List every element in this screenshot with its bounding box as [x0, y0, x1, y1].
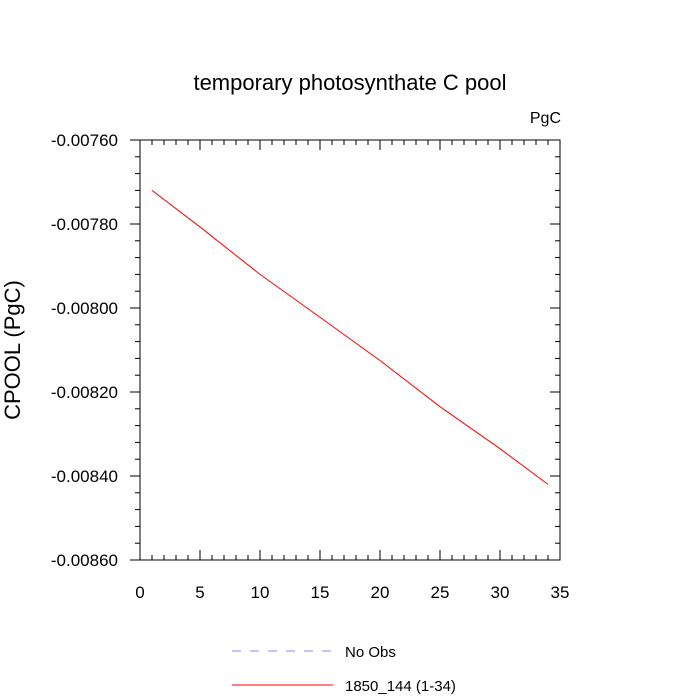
tick-labels: 0 5 10 15 20 25 30 35 -0.00760 -0.00780 -0.00800 -0…	[51, 131, 570, 602]
y-tick-label: -0.00860	[51, 551, 118, 570]
y-tick-label: -0.00760	[51, 131, 118, 150]
units-label: PgC	[530, 110, 561, 127]
x-tick-label: 35	[551, 583, 570, 602]
legend-label: 1850_144 (1-34)	[345, 678, 456, 695]
x-tick-label: 0	[135, 583, 144, 602]
x-tick-label: 25	[431, 583, 450, 602]
x-tick-label: 10	[251, 583, 270, 602]
x-tick-label: 5	[195, 583, 204, 602]
y-tick-label: -0.00780	[51, 215, 118, 234]
series-layer	[151, 190, 549, 485]
y-axis-label: CPOOL (PgC)	[0, 280, 25, 420]
plot-frame	[139, 139, 561, 561]
legend: No Obs 1850_144 (1-34)	[232, 644, 456, 695]
ticks	[130, 139, 561, 561]
chart-title: temporary photosynthate C pool	[193, 70, 506, 95]
legend-label: No Obs	[345, 644, 396, 661]
series-line	[151, 190, 549, 485]
y-tick-label: -0.00820	[51, 383, 118, 402]
x-tick-label: 30	[491, 583, 510, 602]
x-tick-label: 20	[371, 583, 390, 602]
y-tick-label: -0.00840	[51, 467, 118, 486]
x-tick-label: 15	[311, 583, 330, 602]
y-tick-label: -0.00800	[51, 299, 118, 318]
